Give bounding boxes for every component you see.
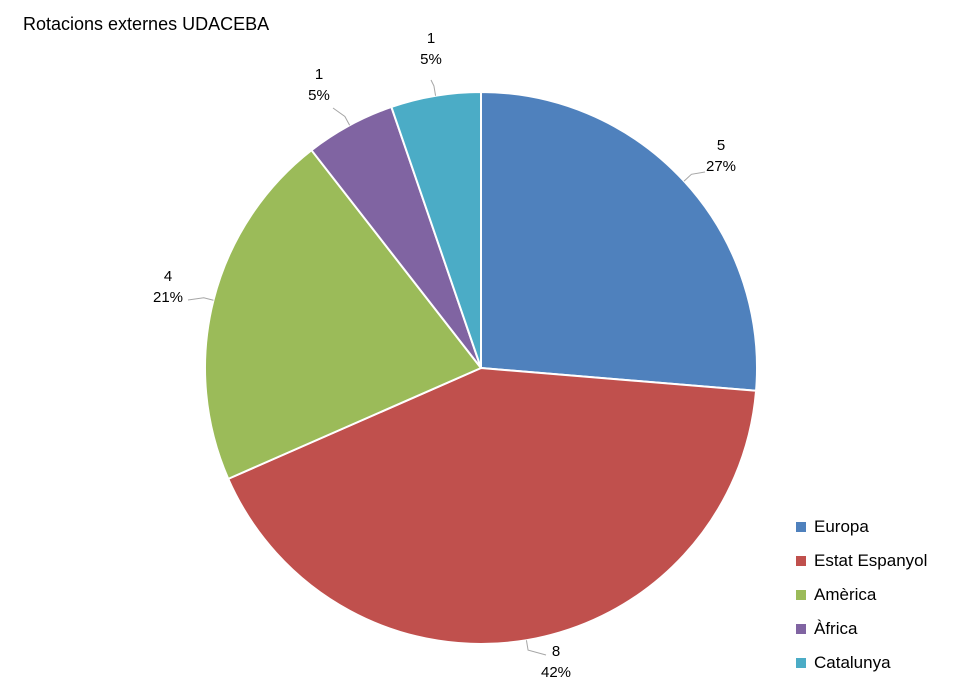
leader-line-europa xyxy=(683,171,706,182)
legend-item-africa: Àfrica xyxy=(796,612,927,646)
legend-item-catalunya: Catalunya xyxy=(796,646,927,680)
data-label-value-estat-espanyol: 8 xyxy=(552,643,560,660)
pie-slice-estat-espanyol xyxy=(226,366,758,645)
legend-swatch-america xyxy=(796,590,806,600)
legend-swatch-africa xyxy=(796,624,806,634)
legend-label-africa: Àfrica xyxy=(814,619,858,638)
data-label-percent-catalunya: 5% xyxy=(420,51,442,68)
data-label-percent-europa: 27% xyxy=(706,158,736,175)
legend-label-estat-espanyol: Estat Espanyol xyxy=(814,551,928,570)
legend-label-america: Amèrica xyxy=(814,585,877,604)
data-label-percent-africa: 5% xyxy=(308,87,330,104)
leader-line-catalunya xyxy=(430,79,437,96)
legend-item-europa: Europa xyxy=(796,510,927,544)
data-label-value-europa: 5 xyxy=(717,137,725,154)
pie-slice-america xyxy=(204,148,483,481)
chart-title: Rotacions externes UDACEBA xyxy=(23,14,270,34)
legend-swatch-catalunya xyxy=(796,658,806,668)
legend-label-catalunya: Catalunya xyxy=(814,653,891,672)
data-label-value-america: 4 xyxy=(164,268,172,285)
legend-label-europa: Europa xyxy=(814,517,869,536)
data-label-value-africa: 1 xyxy=(315,66,323,83)
legend-swatch-estat-espanyol xyxy=(796,556,806,566)
pie-slice-catalunya xyxy=(390,90,482,369)
leader-line-africa xyxy=(332,107,351,126)
data-label-value-catalunya: 1 xyxy=(427,30,435,47)
data-label-percent-america: 21% xyxy=(153,289,183,306)
chart-legend: Europa Estat Espanyol Amèrica Àfrica Catalun… xyxy=(796,510,927,680)
legend-item-america: Amèrica xyxy=(796,578,927,612)
leader-line-estat-espanyol xyxy=(525,640,547,656)
legend-swatch-europa xyxy=(796,522,806,532)
data-label-percent-estat-espanyol: 42% xyxy=(541,664,571,681)
legend-item-estat-espanyol: Estat Espanyol xyxy=(796,544,927,578)
pie-slice-europa xyxy=(480,90,758,392)
leader-line-america xyxy=(187,297,214,301)
